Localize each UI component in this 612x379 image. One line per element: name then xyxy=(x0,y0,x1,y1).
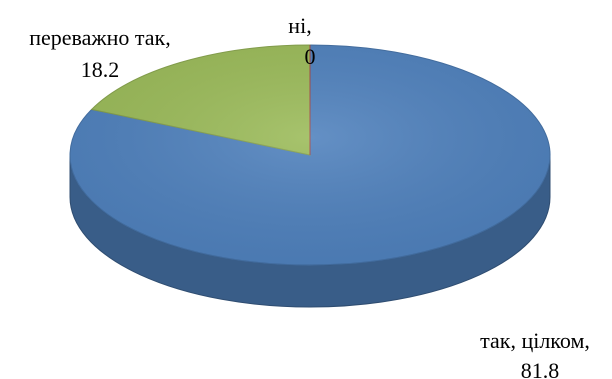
slice-label-no-comma: , xyxy=(306,13,312,38)
data-labels: ні, 0 переважно так, 18.2 так, цілком, 8… xyxy=(29,13,590,379)
slice-label-fully-yes: так, цілком, xyxy=(480,328,590,353)
pie-slices xyxy=(69,44,551,266)
slice-label-no-value: 0 xyxy=(305,44,316,69)
slice-label-no: ні, xyxy=(288,13,311,38)
slice-label-no-category: ні xyxy=(288,13,306,38)
slice-label-mostly-yes: переважно так, xyxy=(29,25,170,50)
slice-label-mostly-yes-category: переважно так xyxy=(29,25,165,50)
slice-label-fully-yes-value: 81.8 xyxy=(521,358,560,379)
slice-label-mostly-yes-comma: , xyxy=(165,25,171,50)
slice-label-mostly-yes-value: 18.2 xyxy=(81,57,120,82)
slice-label-fully-yes-comma: , xyxy=(584,328,590,353)
slice-label-fully-yes-category: так, цілком xyxy=(480,328,584,353)
